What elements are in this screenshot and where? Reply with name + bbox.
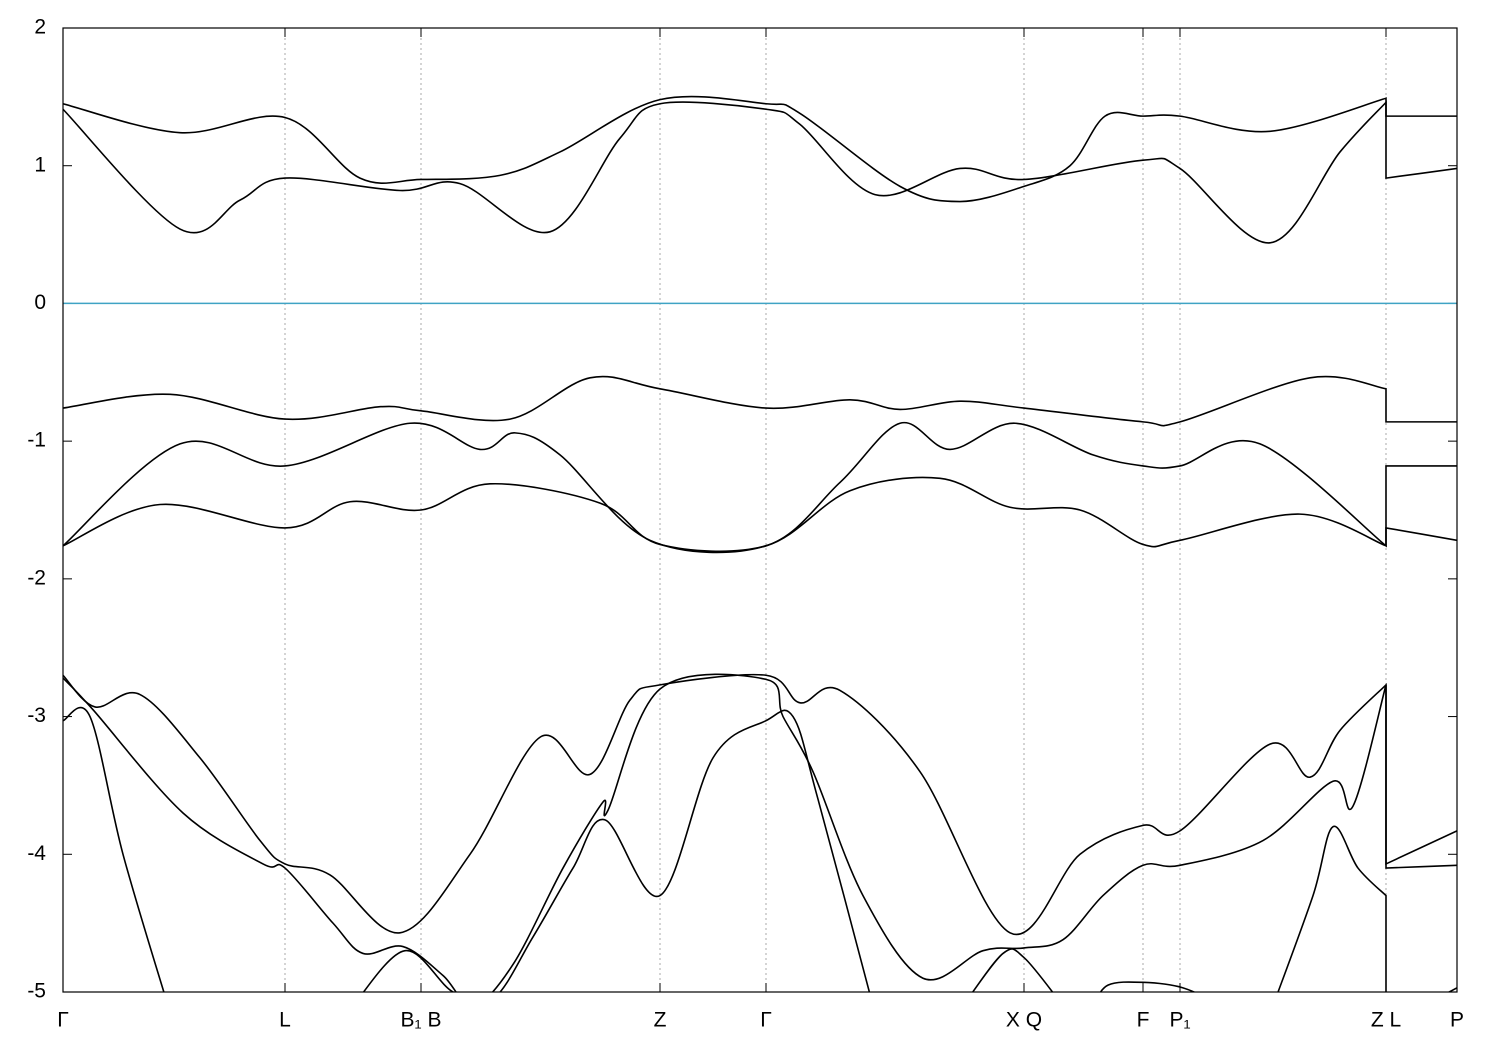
band-line	[63, 95, 1457, 203]
band-line	[63, 673, 1457, 936]
x-tick-label: P₁	[1169, 1009, 1190, 1032]
x-tick-label: Γ	[57, 1009, 69, 1032]
x-tick-label: L	[279, 1009, 291, 1032]
band-line	[1277, 825, 1387, 992]
band-line	[63, 421, 1457, 554]
y-tick-label: -1	[27, 429, 46, 452]
bands-layer	[63, 95, 1457, 992]
band-line	[63, 375, 1457, 427]
band-line	[63, 673, 1457, 992]
y-tick-label: -3	[27, 704, 46, 727]
band-line	[362, 709, 871, 992]
labels-layer: -5 -4 -3 -2 -1 0 1 2 Γ L B₁ B Z Γ X Q F P₁ Z L P	[27, 16, 1464, 1032]
y-tick-label: 0	[34, 291, 46, 314]
x-tick-label: P	[1450, 1009, 1464, 1032]
y-tick-label: 2	[34, 16, 46, 39]
band-line	[1447, 987, 1457, 992]
y-tick-label: -5	[27, 980, 46, 1003]
x-tick-label: B₁ B	[401, 1009, 442, 1032]
y-tick-label: 1	[34, 153, 46, 176]
x-tick-label: F	[1137, 1009, 1150, 1032]
y-tick-label: -2	[27, 566, 46, 589]
band-line	[971, 948, 1054, 992]
x-tick-label: Z L	[1371, 1009, 1401, 1032]
band-line	[63, 100, 1457, 244]
band-line	[1099, 981, 1197, 992]
band-line	[63, 706, 165, 992]
band-line	[63, 476, 1457, 553]
y-tick-label: -4	[27, 842, 46, 865]
x-tick-label: Z	[654, 1009, 667, 1032]
x-tick-label: X Q	[1006, 1009, 1042, 1032]
x-tick-label: Γ	[760, 1009, 772, 1032]
plot-frame	[62, 27, 1458, 993]
